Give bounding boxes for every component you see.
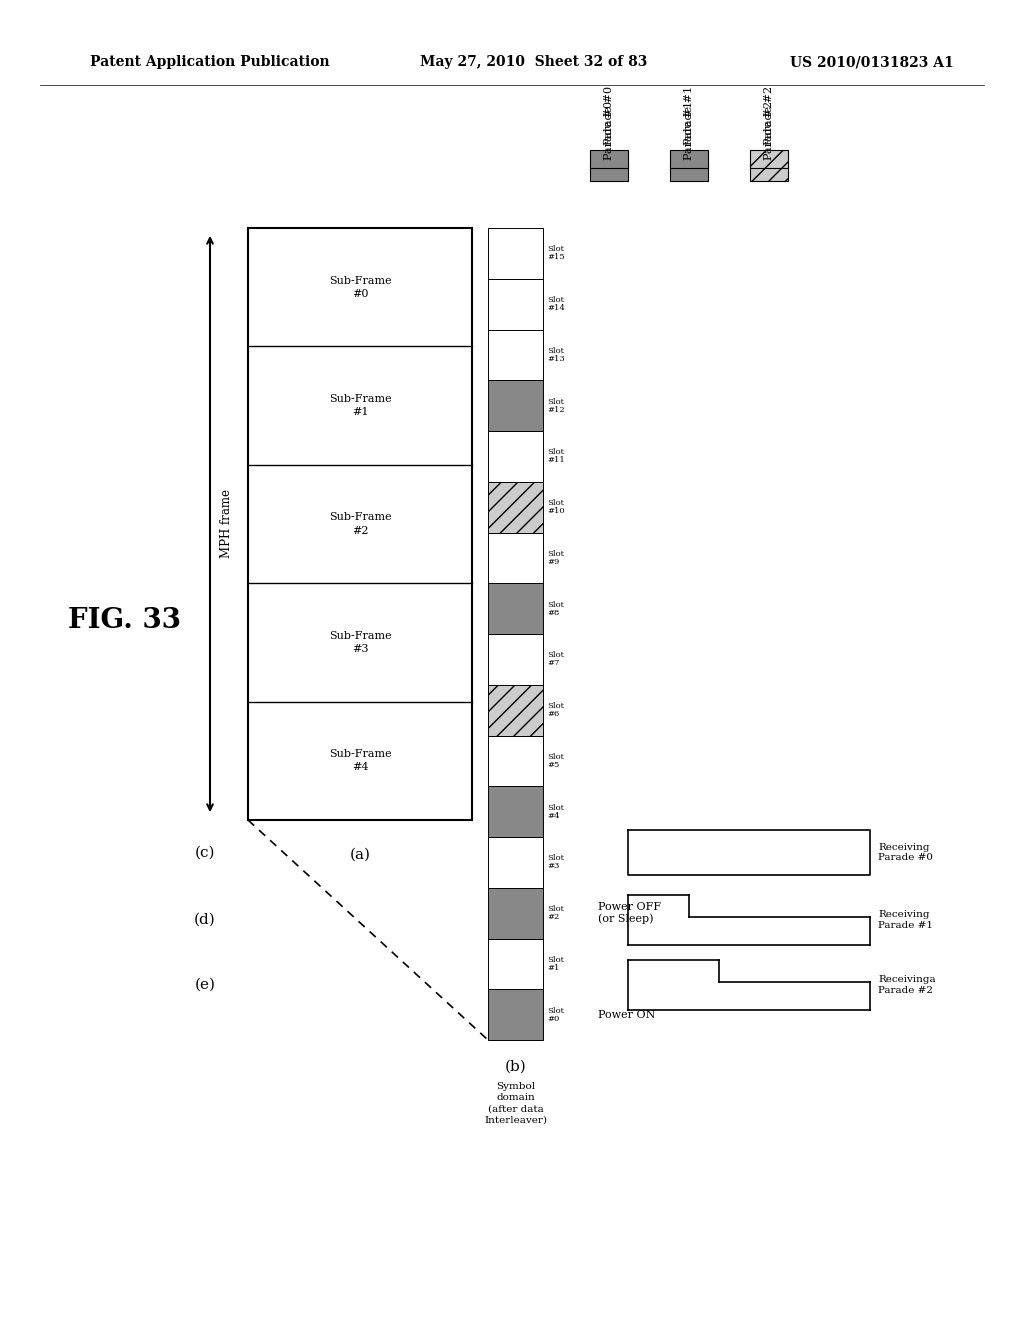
Bar bbox=[488, 279, 543, 330]
Text: Power OFF
(or Sleep): Power OFF (or Sleep) bbox=[598, 902, 662, 924]
Text: Parade #2: Parade #2 bbox=[764, 86, 774, 145]
Bar bbox=[488, 888, 543, 939]
Bar bbox=[488, 989, 543, 1040]
Text: (e): (e) bbox=[195, 978, 215, 993]
Bar bbox=[488, 330, 543, 380]
Text: (d): (d) bbox=[195, 913, 216, 927]
Text: US 2010/0131823 A1: US 2010/0131823 A1 bbox=[790, 55, 953, 69]
Text: Parade #0: Parade #0 bbox=[604, 86, 614, 145]
Text: MPH frame: MPH frame bbox=[219, 490, 232, 558]
Bar bbox=[670, 162, 708, 181]
Text: Slot
#12: Slot #12 bbox=[547, 397, 564, 413]
Bar bbox=[488, 735, 543, 787]
Text: Symbol
domain
(after data
Interleaver): Symbol domain (after data Interleaver) bbox=[484, 1082, 547, 1125]
Text: Slot
#4: Slot #4 bbox=[547, 804, 564, 820]
Text: Slot
#13: Slot #13 bbox=[547, 347, 565, 363]
Text: Receivinga
Parade #2: Receivinga Parade #2 bbox=[878, 975, 936, 995]
Text: Patent Application Publication: Patent Application Publication bbox=[90, 55, 330, 69]
Text: Sub-Frame
#2: Sub-Frame #2 bbox=[329, 512, 391, 536]
Text: Slot
#10: Slot #10 bbox=[547, 499, 564, 515]
Text: Receiving
Parade #1: Receiving Parade #1 bbox=[878, 911, 933, 929]
Bar bbox=[670, 150, 708, 168]
Text: Slot
#3: Slot #3 bbox=[547, 854, 564, 870]
Text: (b): (b) bbox=[505, 1060, 526, 1074]
Bar bbox=[488, 228, 543, 279]
Bar bbox=[488, 532, 543, 583]
Text: Slot
#0: Slot #0 bbox=[547, 1007, 564, 1023]
Text: Slot
#5: Slot #5 bbox=[547, 752, 564, 768]
Text: Parade #1: Parade #1 bbox=[684, 100, 694, 160]
Bar bbox=[488, 482, 543, 532]
Text: (c): (c) bbox=[195, 846, 215, 859]
Bar bbox=[248, 228, 472, 820]
Bar bbox=[750, 162, 788, 181]
Text: (a): (a) bbox=[349, 847, 371, 862]
Text: Receiving
Parade #0: Receiving Parade #0 bbox=[878, 842, 933, 862]
Bar bbox=[488, 634, 543, 685]
Bar bbox=[488, 787, 543, 837]
Text: FIG. 33: FIG. 33 bbox=[68, 606, 181, 634]
Bar bbox=[488, 685, 543, 735]
Text: Sub-Frame
#4: Sub-Frame #4 bbox=[329, 750, 391, 772]
Text: Sub-Frame
#3: Sub-Frame #3 bbox=[329, 631, 391, 653]
Text: Power ON: Power ON bbox=[598, 1010, 655, 1019]
Text: Parade #2: Parade #2 bbox=[764, 100, 774, 160]
Bar bbox=[750, 150, 788, 168]
Text: Slot
#7: Slot #7 bbox=[547, 651, 564, 668]
Text: Parade #0: Parade #0 bbox=[604, 100, 614, 160]
Text: Slot
#15: Slot #15 bbox=[547, 246, 565, 261]
Text: Slot
#1: Slot #1 bbox=[547, 956, 564, 972]
Text: Slot
#14: Slot #14 bbox=[547, 296, 565, 312]
Bar bbox=[590, 162, 628, 181]
Bar bbox=[488, 583, 543, 634]
Text: Sub-Frame
#1: Sub-Frame #1 bbox=[329, 393, 391, 417]
Bar bbox=[590, 150, 628, 168]
Bar bbox=[488, 432, 543, 482]
Text: May 27, 2010  Sheet 32 of 83: May 27, 2010 Sheet 32 of 83 bbox=[420, 55, 647, 69]
Text: Parade #1: Parade #1 bbox=[684, 86, 694, 145]
Text: Slot
#8: Slot #8 bbox=[547, 601, 564, 616]
Bar bbox=[488, 380, 543, 432]
Text: Slot
#11: Slot #11 bbox=[547, 449, 565, 465]
Text: Slot
#9: Slot #9 bbox=[547, 550, 564, 566]
Text: Slot
#6: Slot #6 bbox=[547, 702, 564, 718]
Text: Slot
#2: Slot #2 bbox=[547, 906, 564, 921]
Bar bbox=[488, 837, 543, 888]
Bar bbox=[488, 939, 543, 989]
Text: Sub-Frame
#0: Sub-Frame #0 bbox=[329, 276, 391, 298]
